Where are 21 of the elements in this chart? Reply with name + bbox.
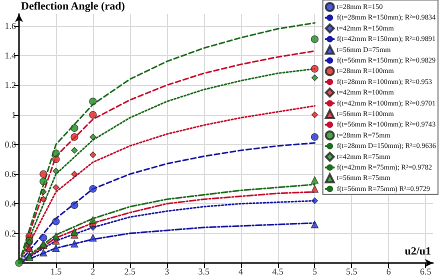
x-tick-label: 5 [312, 266, 318, 276]
y-tick-label: 0.8 [4, 139, 16, 150]
x-tick-label: 6.5 [420, 266, 432, 276]
x-tick-label: 2 [90, 266, 96, 276]
y-axis-title: Deflection Angle (rad) [21, 0, 126, 12]
y-tick-label: 1.4 [4, 50, 16, 60]
y-tick-label: 1.6 [4, 20, 16, 31]
x-tick-label: 3.5 [198, 266, 210, 276]
y-tick-label: 0.4 [4, 198, 16, 209]
x-tick-label: 6 [386, 266, 392, 276]
x-axis-title: u2/u1 [404, 246, 431, 258]
x-tick-label: 1.5 [50, 266, 62, 276]
y-tick-label: 1.2 [4, 80, 16, 90]
x-tick-label: 4.5 [272, 266, 284, 276]
y-tick-label: 0.6 [4, 169, 16, 180]
y-tick-label: 1 [12, 110, 16, 120]
x-tick-label: 5.5 [346, 266, 358, 276]
x-tick-label: 3 [164, 266, 170, 276]
x-tick-label: 2.5 [124, 266, 136, 276]
x-tick-label: 4 [238, 266, 244, 276]
y-tick-label: 0.2 [4, 228, 16, 238]
